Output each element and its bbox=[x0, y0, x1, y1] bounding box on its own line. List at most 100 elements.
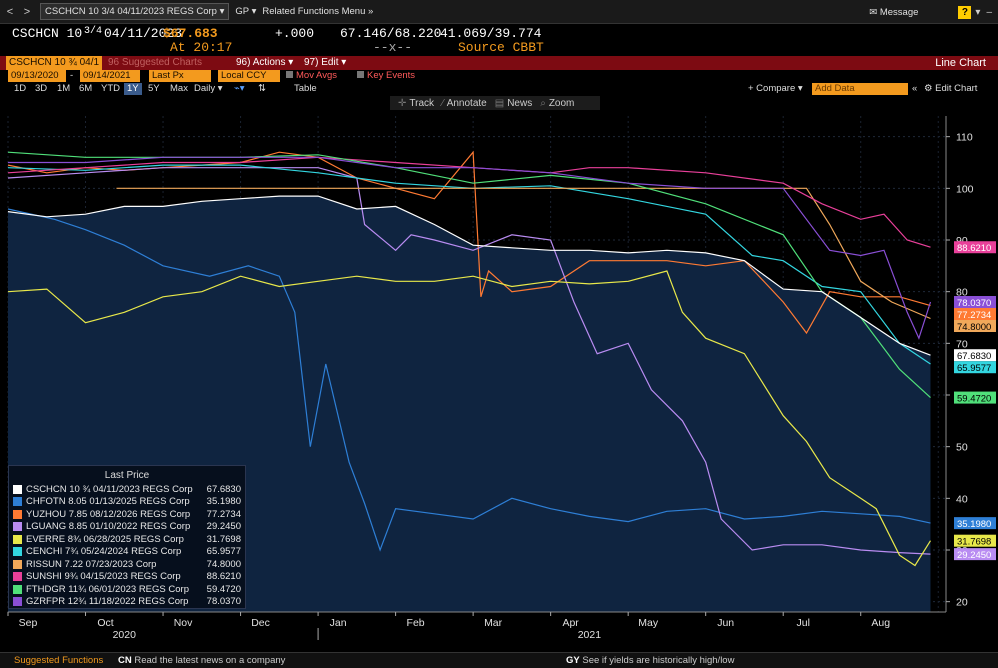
compare-button[interactable]: + Compare ▾ bbox=[748, 83, 803, 94]
crosshair-icon: ✛ bbox=[398, 97, 407, 109]
series-line[interactable] bbox=[7, 164, 931, 365]
legend-row[interactable]: RISSUN 7.22 07/23/2023 Corp 74.8000 bbox=[13, 558, 241, 571]
period-ytd[interactable]: YTD bbox=[101, 83, 120, 94]
x-tick-label: Mar bbox=[484, 617, 503, 629]
cn-function-link[interactable]: CN Read the latest news on a company bbox=[118, 653, 285, 668]
chart-type-title: Line Chart bbox=[935, 57, 986, 69]
sort-icon[interactable]: ⇅ bbox=[258, 83, 266, 94]
related-functions-menu[interactable]: Related Functions Menu » bbox=[262, 6, 373, 17]
gy-function-link[interactable]: GY See if yields are historically high/l… bbox=[566, 653, 734, 668]
series-line[interactable] bbox=[7, 156, 931, 248]
legend-swatch bbox=[13, 584, 22, 594]
last-value-tag bbox=[954, 361, 996, 374]
mov-avgs-checkbox-icon bbox=[286, 71, 293, 78]
table-button[interactable]: Table bbox=[294, 83, 317, 94]
period-max[interactable]: Max bbox=[170, 83, 188, 94]
legend-series-value: 29.2450 bbox=[206, 521, 241, 533]
message-button[interactable]: ✉ Message bbox=[869, 7, 918, 18]
chart-tools-bar: ✛ Track ⁄ Annotate ▤ News ⌕ Zoom bbox=[390, 96, 600, 110]
track-tool[interactable]: ✛ Track bbox=[398, 98, 434, 109]
y-tick-label: 100 bbox=[956, 183, 974, 195]
series-line[interactable] bbox=[7, 150, 931, 335]
legend-row[interactable]: YUZHOU 7.85 08/12/2026 REGS Corp 77.2734 bbox=[13, 508, 241, 521]
collapse-chevrons-icon[interactable]: « bbox=[912, 83, 918, 94]
year-label: 2020 bbox=[113, 629, 137, 641]
gy-code: GY bbox=[566, 655, 580, 666]
help-button[interactable]: ? bbox=[958, 5, 972, 19]
period-1y[interactable]: 1Y bbox=[124, 83, 142, 95]
edit-chart-button[interactable]: ⚙ Edit Chart bbox=[924, 83, 977, 95]
actions-menu[interactable]: 96) Actions ▾ bbox=[236, 56, 293, 70]
pen-icon: ⁄ bbox=[442, 97, 444, 109]
field-selector[interactable]: Last Px bbox=[149, 70, 211, 82]
last-value-tag bbox=[954, 320, 996, 332]
edit-number: 97) bbox=[304, 57, 319, 68]
legend-row[interactable]: SUNSHI 9¾ 04/15/2023 REGS Corp 88.6210 bbox=[13, 571, 241, 584]
related-functions-label: Related Functions Menu bbox=[262, 6, 366, 17]
series-line[interactable] bbox=[7, 208, 931, 552]
add-data-input[interactable]: Add Data bbox=[812, 83, 908, 95]
legend-row[interactable]: EVERRE 8¾ 06/28/2025 REGS Corp 31.7698 bbox=[13, 533, 241, 546]
series-line[interactable] bbox=[7, 195, 931, 356]
window-minimize-icon[interactable]: – bbox=[986, 6, 992, 18]
x-tick-label: Jun bbox=[717, 617, 734, 629]
legend-series-name: CSCHCN 10 ¾ 04/11/2023 REGS Corp bbox=[26, 483, 193, 495]
suggested-charts-button[interactable]: 96 Suggested Charts bbox=[108, 56, 202, 70]
security-short-field[interactable]: CSCHCN 10 ¾ 04/1 bbox=[6, 56, 103, 70]
gp-function-dropdown[interactable]: GP ▾ bbox=[235, 6, 256, 17]
legend-series-value: 74.8000 bbox=[206, 558, 241, 570]
legend-series-value: 35.1980 bbox=[206, 496, 241, 508]
last-value-tag bbox=[954, 241, 996, 254]
gp-label: GP bbox=[235, 6, 249, 17]
legend-row[interactable]: CHFOTN 8.05 01/13/2025 REGS Corp 35.1980 bbox=[13, 496, 241, 509]
period-3d[interactable]: 3D bbox=[35, 83, 48, 94]
annotate-label: Annotate bbox=[446, 97, 487, 109]
legend-swatch bbox=[13, 597, 22, 607]
legend-row[interactable]: CENCHI 7¾ 05/24/2024 REGS Corp 65.9577 bbox=[13, 546, 241, 559]
period-6m[interactable]: 6M bbox=[79, 83, 93, 94]
frequency-dropdown[interactable]: Daily ▾ bbox=[194, 83, 223, 94]
period-1d[interactable]: 1D bbox=[14, 83, 27, 94]
legend-row[interactable]: FTHDGR 11¾ 06/01/2023 REGS Corp 59.4720 bbox=[13, 583, 241, 596]
help-dropdown-icon[interactable]: ▾ bbox=[975, 6, 981, 18]
legend-series-name: CHFOTN 8.05 01/13/2025 REGS Corp bbox=[26, 496, 190, 508]
security-field[interactable]: CSCHCN 10 3/4 04/11/2023 REGS Corp ▾ bbox=[40, 3, 230, 20]
edit-menu[interactable]: 97) Edit ▾ bbox=[304, 56, 346, 70]
y-tick-label: 90 bbox=[956, 235, 968, 247]
last-value-label: 74.8000 bbox=[957, 322, 991, 333]
last-value-label: 78.0370 bbox=[957, 298, 991, 309]
last-value-tag bbox=[954, 534, 996, 547]
legend-series-name: GZRFPR 12¾ 11/18/2022 REGS Corp bbox=[26, 596, 189, 608]
zoom-tool[interactable]: ⌕ Zoom bbox=[540, 98, 574, 109]
legend-swatch bbox=[13, 559, 22, 569]
quote-price: $67.683 bbox=[163, 26, 218, 41]
suggested-charts-number: 96 bbox=[108, 57, 120, 68]
key-events-checkbox-icon bbox=[357, 71, 364, 78]
magnifier-icon: ⌕ bbox=[540, 97, 546, 109]
legend-row[interactable]: LGUANG 8.85 01/10/2022 REGS Corp 29.2450 bbox=[13, 521, 241, 534]
back-button[interactable]: < bbox=[6, 5, 14, 18]
legend-row[interactable]: GZRFPR 12¾ 11/18/2022 REGS Corp 78.0370 bbox=[13, 596, 241, 609]
series-line[interactable] bbox=[8, 156, 932, 340]
gear-icon: ⚙ bbox=[924, 83, 933, 94]
line-style-icon[interactable]: ⌁▾ bbox=[234, 83, 245, 94]
mov-avgs-toggle[interactable]: Mov Avgs bbox=[286, 70, 337, 82]
start-date-field[interactable]: 09/13/2020 bbox=[8, 70, 66, 82]
legend-row[interactable]: CSCHCN 10 ¾ 04/11/2023 REGS Corp 67.6830 bbox=[13, 483, 241, 496]
key-events-toggle[interactable]: Key Events bbox=[357, 70, 415, 82]
last-value-tag bbox=[954, 391, 996, 404]
currency-selector[interactable]: Local CCY bbox=[218, 70, 280, 82]
news-label: News bbox=[507, 97, 533, 109]
legend-swatch bbox=[13, 509, 22, 519]
actions-number: 96) bbox=[236, 57, 251, 68]
period-5y[interactable]: 5Y bbox=[148, 83, 160, 94]
end-date-field[interactable]: 09/14/2021 bbox=[80, 70, 140, 82]
news-tool[interactable]: ▤ News bbox=[495, 98, 532, 109]
period-1m[interactable]: 1M bbox=[57, 83, 71, 94]
series-line[interactable] bbox=[7, 270, 932, 567]
annotate-tool[interactable]: ⁄ Annotate bbox=[442, 98, 487, 109]
series-line[interactable] bbox=[7, 167, 931, 555]
legend-swatch bbox=[13, 534, 22, 544]
forward-button[interactable]: > bbox=[23, 5, 31, 18]
security-dropdown-icon[interactable]: ▾ bbox=[219, 6, 225, 17]
